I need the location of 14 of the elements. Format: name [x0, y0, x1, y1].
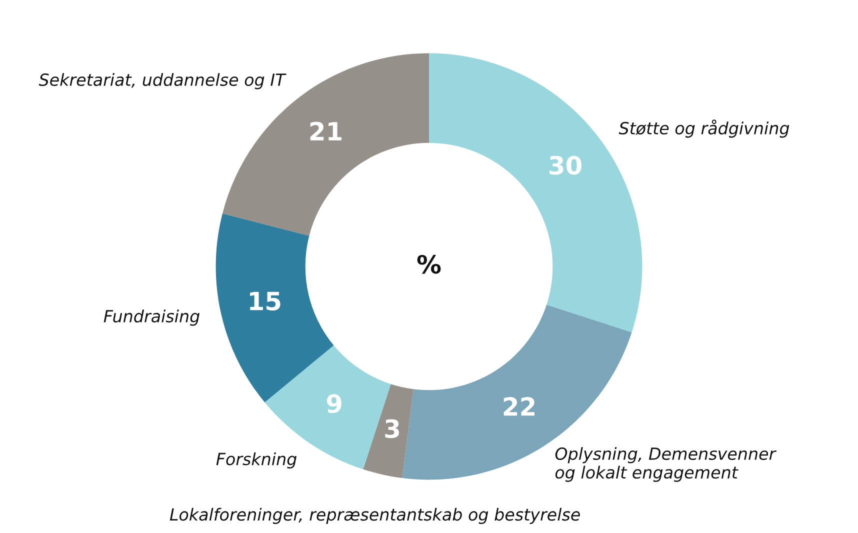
text: % [417, 254, 441, 274]
donut-slice [363, 384, 414, 478]
data-label: 30 [550, 156, 582, 175]
slice-label: Sekretariat, uddannelse og IT [38, 73, 286, 90]
slice-label: Lokalforeninger, repræsentantskab og bestyrelse [170, 508, 580, 524]
slice-label: Forskning [216, 452, 297, 469]
data-label: 9 [326, 394, 342, 414]
data-label: 21 [310, 122, 342, 140]
data-label: 15 [250, 292, 280, 310]
slice-label: Oplysning, Demensvenner og lokalt engagement [555, 447, 777, 482]
slice-label: Fundraising [104, 310, 200, 326]
slice-label: Støtte og rådgivning [618, 120, 790, 138]
data-label: 3 [385, 419, 399, 438]
data-label: 22 [504, 397, 534, 416]
